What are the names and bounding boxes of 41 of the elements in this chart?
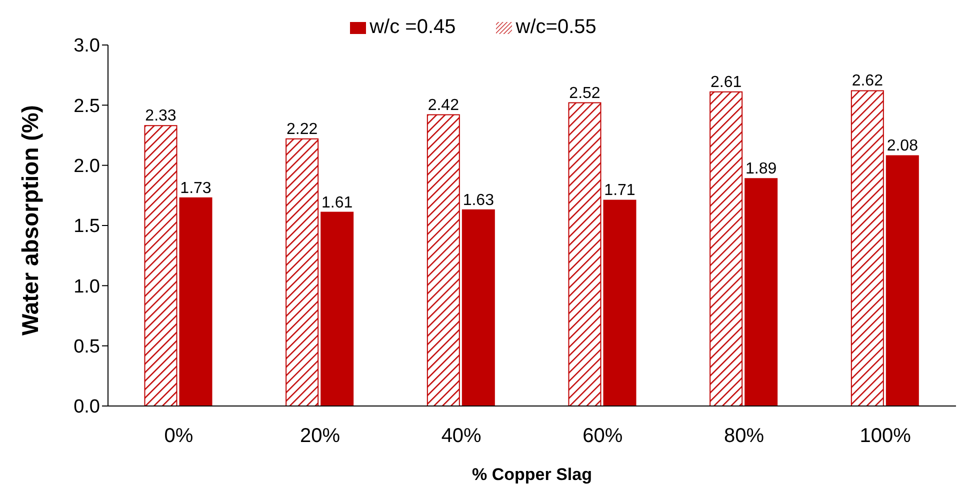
x-tick-label: 60%: [582, 425, 623, 448]
legend-label: w/c=0.55: [516, 16, 596, 38]
data-label: 1.71: [604, 182, 636, 200]
bar: [320, 212, 354, 406]
data-label: 2.62: [852, 72, 884, 90]
bar: [462, 209, 495, 406]
bar: [710, 91, 743, 406]
y-tick-label: 0.5: [74, 336, 100, 358]
data-label: 2.61: [710, 74, 742, 91]
data-label: 2.08: [886, 138, 918, 155]
y-tick-label: 1.5: [74, 216, 100, 238]
data-label: 1.89: [746, 160, 777, 178]
y-axis-title: Water absorption (%): [17, 105, 44, 336]
x-tick-label: 0%: [164, 425, 194, 448]
data-label: 1.63: [462, 192, 494, 209]
x-tick-label: 40%: [441, 425, 482, 448]
bar: [603, 200, 636, 406]
data-label: 2.52: [569, 84, 600, 102]
bar: [144, 125, 178, 406]
x-tick-label: 100%: [860, 425, 912, 448]
bar: [568, 102, 602, 406]
data-label: 2.22: [286, 120, 318, 138]
legend-label: w/c =0.45: [370, 16, 456, 38]
x-axis-title: % Copper Slag: [472, 465, 592, 484]
y-tick-label: 3.0: [74, 36, 100, 57]
bar: [426, 114, 460, 406]
y-tick-label: 2.0: [74, 156, 100, 178]
data-label: 2.42: [428, 96, 460, 114]
data-label: 1.61: [322, 194, 353, 212]
data-label: 2.33: [145, 108, 176, 125]
bar: [179, 197, 212, 406]
y-tick-label: 2.5: [74, 96, 100, 117]
x-tick-label: 20%: [300, 425, 340, 448]
bar: [850, 90, 884, 406]
y-tick-label: 1.0: [74, 276, 100, 298]
data-label: 1.73: [180, 180, 212, 197]
y-tick-label: 0.0: [74, 396, 100, 418]
x-tick-label: 80%: [724, 425, 764, 448]
bar: [286, 138, 319, 406]
bar: [744, 178, 778, 406]
bar: [886, 155, 919, 406]
